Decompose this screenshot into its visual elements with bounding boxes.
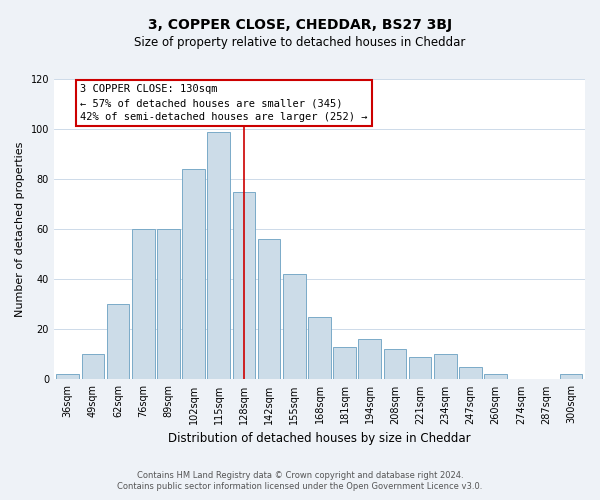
Bar xyxy=(409,357,431,380)
Bar xyxy=(157,229,180,380)
Bar xyxy=(107,304,130,380)
Bar xyxy=(334,347,356,380)
Bar xyxy=(383,350,406,380)
Text: 3 COPPER CLOSE: 130sqm
← 57% of detached houses are smaller (345)
42% of semi-de: 3 COPPER CLOSE: 130sqm ← 57% of detached… xyxy=(80,84,368,122)
Bar xyxy=(82,354,104,380)
Text: Contains public sector information licensed under the Open Government Licence v3: Contains public sector information licen… xyxy=(118,482,482,491)
Bar xyxy=(182,169,205,380)
Bar xyxy=(308,317,331,380)
Bar xyxy=(258,239,280,380)
Bar xyxy=(358,340,381,380)
Text: 3, COPPER CLOSE, CHEDDAR, BS27 3BJ: 3, COPPER CLOSE, CHEDDAR, BS27 3BJ xyxy=(148,18,452,32)
Bar xyxy=(459,367,482,380)
Bar xyxy=(484,374,507,380)
X-axis label: Distribution of detached houses by size in Cheddar: Distribution of detached houses by size … xyxy=(168,432,471,445)
Bar xyxy=(233,192,255,380)
Bar xyxy=(208,132,230,380)
Bar xyxy=(560,374,583,380)
Bar xyxy=(283,274,305,380)
Text: Size of property relative to detached houses in Cheddar: Size of property relative to detached ho… xyxy=(134,36,466,49)
Text: Contains HM Land Registry data © Crown copyright and database right 2024.: Contains HM Land Registry data © Crown c… xyxy=(137,471,463,480)
Bar xyxy=(434,354,457,380)
Bar xyxy=(132,229,155,380)
Bar xyxy=(56,374,79,380)
Y-axis label: Number of detached properties: Number of detached properties xyxy=(15,142,25,317)
